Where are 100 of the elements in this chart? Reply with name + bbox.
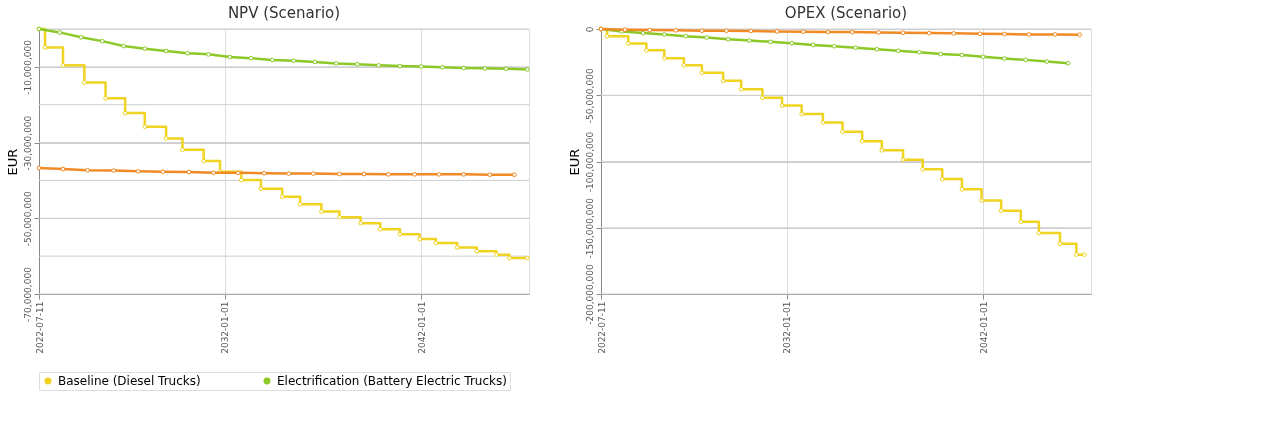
point [725,36,731,42]
point [163,48,169,54]
point [291,58,296,64]
point [673,27,679,33]
x-tick-label: 2042-01-01 [416,301,427,354]
point [525,67,530,72]
point [355,61,360,67]
point [1044,59,1050,64]
point [959,186,965,192]
point [959,52,965,58]
point [1074,252,1079,258]
point [876,30,881,35]
legend-label: Baseline (Diesel Trucks) [58,374,201,388]
point [319,209,324,214]
point [454,245,460,250]
point [879,148,885,153]
point [99,38,105,44]
y-tick-label: -200,000,000 [584,263,595,325]
point [1026,32,1032,37]
point [227,54,233,60]
point [640,30,646,36]
point [297,201,303,207]
point [397,231,403,237]
point [1002,56,1007,61]
point [1018,219,1024,225]
point [85,167,90,173]
point [938,51,944,57]
point [269,57,275,63]
point [1052,32,1058,37]
point [768,39,773,45]
point [789,40,795,46]
point [337,171,342,177]
point [917,49,922,55]
point [748,28,754,34]
point [78,34,84,40]
point [376,62,382,68]
point [779,103,785,108]
point [1082,252,1087,258]
point [211,170,216,176]
point [337,214,342,220]
point [874,46,880,52]
point [482,66,488,71]
point [417,236,422,242]
point [312,59,318,65]
x-tick-label: 2032-01-01 [220,301,231,354]
point [440,64,445,70]
point [185,50,190,56]
y-tick-label: -50,000,000 [22,191,33,247]
point [825,29,831,35]
point [859,138,865,144]
point [377,226,383,232]
point [747,38,752,43]
y-tick-label: -10,000,000 [22,39,33,95]
x-tick-label: 2042-01-01 [978,301,989,354]
y-tick-label: -30,000,000 [22,115,33,171]
point [494,252,499,257]
point [397,63,403,69]
point [474,248,480,254]
point [760,95,765,101]
point [853,45,858,51]
x-tick-label: 2022-07-11 [34,301,45,354]
point [1077,32,1083,38]
point [461,65,467,71]
point [525,255,530,261]
point [103,95,108,101]
point [998,208,1004,214]
point [180,147,185,153]
point [800,29,806,35]
point [163,136,169,141]
point [920,166,926,172]
point [81,80,87,85]
point [433,240,439,246]
point [60,166,66,172]
point [160,169,166,175]
point [724,28,729,34]
point [1036,230,1042,236]
y-axis-title: EUR [4,148,20,176]
point [979,198,984,203]
point [704,35,710,40]
point [121,43,126,49]
point [720,78,726,84]
point [261,170,267,176]
point [333,61,339,66]
point [977,31,983,37]
legend-label: Electrification (Battery Electric Trucks) [277,374,507,388]
point [238,177,244,183]
point [774,29,780,34]
point [286,171,292,176]
point [111,168,117,173]
y-tick-label: -70,000,000 [22,266,33,322]
chart-title: NPV (Scenario) [227,4,341,23]
point [900,30,906,36]
point [643,47,649,53]
point [507,255,512,261]
point [926,30,932,36]
point [57,30,63,35]
x-tick-label: 2022-07-11 [596,301,607,354]
point [186,169,192,175]
point [201,158,207,164]
y-tick-label: -50,000,000 [584,68,595,124]
